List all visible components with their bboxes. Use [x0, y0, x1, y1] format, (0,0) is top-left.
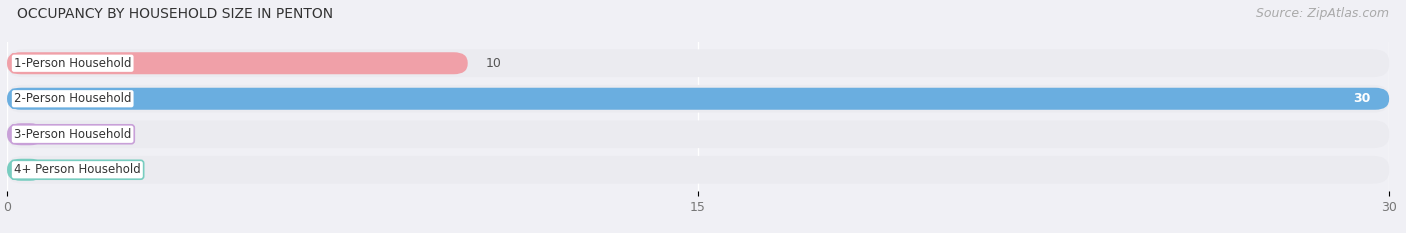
FancyBboxPatch shape [7, 88, 1389, 110]
Text: 3-Person Household: 3-Person Household [14, 128, 131, 141]
FancyBboxPatch shape [7, 123, 44, 145]
FancyBboxPatch shape [7, 159, 44, 181]
Text: 1-Person Household: 1-Person Household [14, 57, 131, 70]
FancyBboxPatch shape [7, 85, 1389, 113]
FancyBboxPatch shape [7, 120, 1389, 148]
FancyBboxPatch shape [7, 52, 468, 74]
Text: 30: 30 [1354, 92, 1371, 105]
Text: 10: 10 [486, 57, 502, 70]
Text: OCCUPANCY BY HOUSEHOLD SIZE IN PENTON: OCCUPANCY BY HOUSEHOLD SIZE IN PENTON [17, 7, 333, 21]
Text: Source: ZipAtlas.com: Source: ZipAtlas.com [1256, 7, 1389, 20]
FancyBboxPatch shape [7, 156, 1389, 184]
Text: 0: 0 [48, 128, 56, 141]
FancyBboxPatch shape [7, 49, 1389, 77]
Text: 0: 0 [48, 163, 56, 176]
Text: 2-Person Household: 2-Person Household [14, 92, 131, 105]
Text: 4+ Person Household: 4+ Person Household [14, 163, 141, 176]
